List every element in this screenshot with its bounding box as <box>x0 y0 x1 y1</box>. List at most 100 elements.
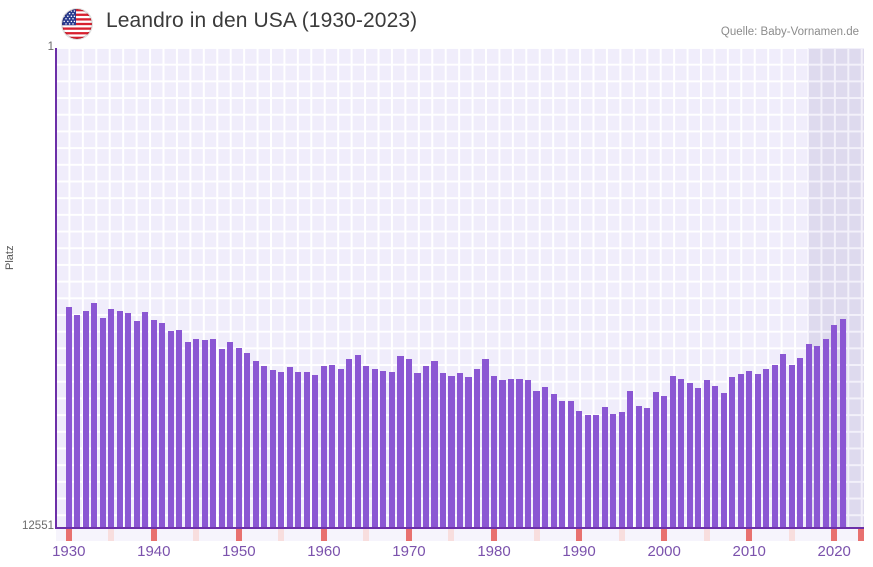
chart-header: Leandro in den USA (1930-2023) Quelle: B… <box>0 0 873 46</box>
bar <box>507 378 515 528</box>
x-tick-minor <box>363 529 370 541</box>
x-axis-tick-label: 1960 <box>307 543 341 560</box>
x-tick-major <box>491 529 498 541</box>
bar <box>82 310 89 528</box>
bar <box>176 329 183 528</box>
bar <box>533 391 540 528</box>
bar <box>91 303 98 528</box>
bar <box>405 358 413 528</box>
x-tick-major <box>405 529 412 541</box>
bar <box>116 310 123 528</box>
bar <box>618 411 625 528</box>
bar <box>516 378 523 528</box>
bar <box>559 400 566 528</box>
bar <box>695 387 702 528</box>
bar <box>771 365 778 528</box>
bar <box>218 349 225 528</box>
bar <box>610 414 617 528</box>
bar <box>576 410 583 528</box>
bar <box>227 341 234 528</box>
bar <box>499 379 506 528</box>
bar <box>456 373 464 528</box>
bar-series <box>56 48 864 528</box>
bar <box>686 383 693 528</box>
chart-plot-area <box>56 48 864 528</box>
x-tick-minor <box>108 529 115 541</box>
bar <box>354 355 361 528</box>
bar <box>261 365 268 528</box>
source-attribution: Quelle: Baby-Vornamen.de <box>720 26 859 38</box>
bar <box>822 339 829 528</box>
x-tick-minor <box>703 529 710 541</box>
bar <box>252 361 259 528</box>
bar <box>805 343 812 528</box>
x-tick-major <box>320 529 327 541</box>
bar <box>839 319 846 528</box>
bar <box>74 314 81 528</box>
x-axis-tick-label: 1930 <box>52 543 86 560</box>
bar <box>167 331 174 528</box>
x-axis-tick-label: 2000 <box>647 543 681 560</box>
bar <box>133 321 140 528</box>
bar <box>593 414 600 528</box>
bar <box>295 371 302 528</box>
bar <box>465 376 472 528</box>
bar <box>329 365 336 528</box>
x-tick-major <box>65 529 72 541</box>
bar <box>814 345 821 528</box>
bar <box>635 406 642 528</box>
bar <box>482 358 489 528</box>
bar <box>363 365 370 528</box>
bar <box>652 392 659 528</box>
bar <box>788 364 795 528</box>
bar <box>720 392 727 528</box>
bar <box>431 360 438 528</box>
bar <box>601 406 608 528</box>
bar <box>346 358 353 528</box>
bar <box>763 369 770 528</box>
bar <box>99 318 106 528</box>
x-axis-tick-label: 1970 <box>392 543 426 560</box>
x-tick-minor <box>278 529 285 541</box>
x-tick-major <box>576 529 583 541</box>
us-flag-icon <box>62 9 92 39</box>
x-tick-minor <box>193 529 200 541</box>
bar <box>490 376 498 528</box>
bar <box>159 322 166 528</box>
bar <box>780 354 787 528</box>
bar <box>371 368 378 528</box>
bar <box>150 320 157 528</box>
bar <box>541 387 549 528</box>
x-axis-tick-label: 1950 <box>222 543 256 560</box>
bar <box>269 370 276 528</box>
x-tick-major <box>661 529 668 541</box>
x-tick-major <box>746 529 753 541</box>
bar <box>320 366 327 528</box>
x-axis-tick-label: 2010 <box>732 543 766 560</box>
page-title: Leandro in den USA (1930-2023) <box>106 9 418 32</box>
bar <box>703 379 710 528</box>
bar <box>729 376 736 528</box>
x-axis-tick-label: 1990 <box>562 543 596 560</box>
bar <box>337 369 344 528</box>
bar <box>235 347 242 528</box>
x-tick-major <box>831 529 838 541</box>
bar <box>108 308 115 528</box>
bar <box>669 376 676 528</box>
x-tick-minor <box>618 529 625 541</box>
x-axis-tick-label: 1940 <box>137 543 171 560</box>
bar <box>737 373 744 528</box>
bar <box>567 400 574 528</box>
bar <box>286 367 293 528</box>
bar <box>388 372 395 528</box>
bar <box>644 408 651 528</box>
bar <box>439 372 447 528</box>
bar <box>678 379 685 528</box>
x-axis-tick-band <box>56 529 864 541</box>
bar <box>550 394 557 528</box>
bar <box>312 374 319 528</box>
bar <box>193 339 200 528</box>
bar <box>278 372 285 528</box>
bar <box>125 313 132 528</box>
x-tick-minor <box>788 529 795 541</box>
